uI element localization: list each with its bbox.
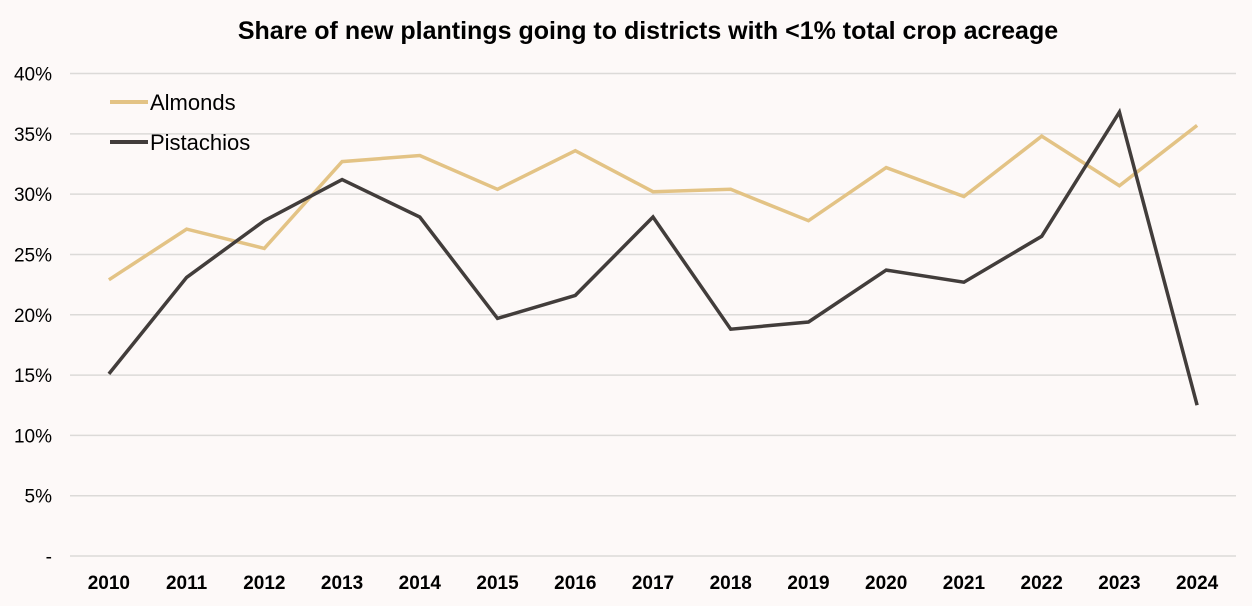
y-tick-label: - [46,547,52,568]
x-tick-label: 2012 [243,573,285,594]
x-tick-label: 2011 [166,573,208,594]
y-tick-label: 35% [14,125,52,146]
x-tick-label: 2010 [88,573,130,594]
x-tick-label: 2014 [399,573,442,594]
y-tick-label: 5% [25,487,53,508]
x-tick-label: 2016 [554,573,596,594]
chart-title: Share of new plantings going to district… [238,17,1058,45]
x-tick-label: 2021 [943,573,986,594]
gridlines [70,72,1236,557]
x-tick-label: 2020 [865,573,907,594]
y-tick-label: 15% [14,366,52,387]
x-tick-label: 2015 [476,573,519,594]
series-lines [107,107,1199,406]
legend: Almonds Pistachios [110,90,250,155]
x-tick-label: 2022 [1021,573,1063,594]
y-tick-label: 20% [14,306,52,327]
x-tick-label: 2018 [710,573,752,594]
x-axis-ticks: 2010 2011 2012 2013 2014 2015 2016 2017 2018 2019… [88,573,1219,594]
y-tick-label: 25% [14,245,52,266]
legend-label-pistachios: Pistachios [150,130,250,155]
x-tick-label: 2017 [632,573,674,594]
legend-label-almonds: Almonds [150,90,236,115]
x-tick-label: 2024 [1176,573,1219,594]
y-tick-label: 10% [14,426,52,447]
series-line-almonds [107,124,1199,282]
x-tick-label: 2013 [321,573,363,594]
y-tick-label: 40% [14,65,52,86]
y-axis-ticks: - 5% 10% 15% 20% 25% 30% 35% 40% [14,65,52,569]
y-tick-label: 30% [14,185,52,206]
x-tick-label: 2019 [787,573,829,594]
x-tick-label: 2023 [1098,573,1140,594]
series-line-pistachios [107,107,1199,406]
